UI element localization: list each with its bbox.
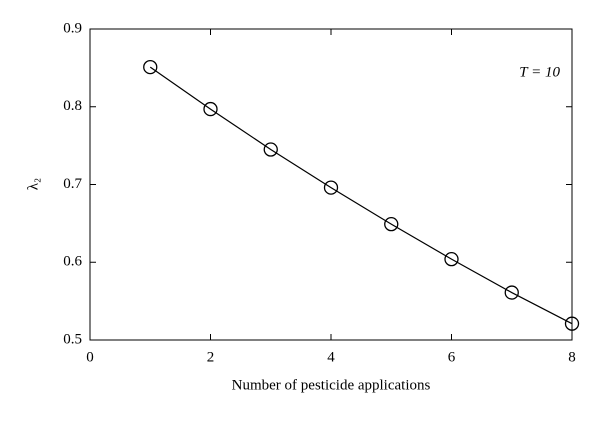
- x-tick-label: 4: [327, 349, 335, 365]
- series-line: [149, 66, 573, 325]
- x-tick-label: 0: [86, 349, 94, 365]
- marker: [263, 142, 278, 157]
- marker: [143, 59, 158, 75]
- y-tick-label: 0.5: [63, 331, 82, 347]
- x-tick-label: 8: [568, 349, 576, 365]
- y-tick-label: 0.6: [63, 254, 82, 270]
- annotation: T = 10: [519, 64, 560, 80]
- x-tick-label: 6: [448, 349, 456, 365]
- x-tick-label: 2: [207, 349, 215, 365]
- marker: [323, 180, 339, 195]
- marker: [384, 217, 399, 232]
- y-tick-label: 0.9: [63, 20, 82, 36]
- y-tick-label: 0.7: [63, 176, 82, 192]
- y-tick-label: 0.8: [63, 98, 82, 114]
- marker: [504, 285, 519, 300]
- y-axis-label: λ₂: [25, 178, 41, 191]
- x-axis-label: Number of pesticide applications: [232, 377, 431, 393]
- marker: [564, 316, 580, 331]
- marker: [203, 101, 218, 117]
- marker: [444, 251, 459, 267]
